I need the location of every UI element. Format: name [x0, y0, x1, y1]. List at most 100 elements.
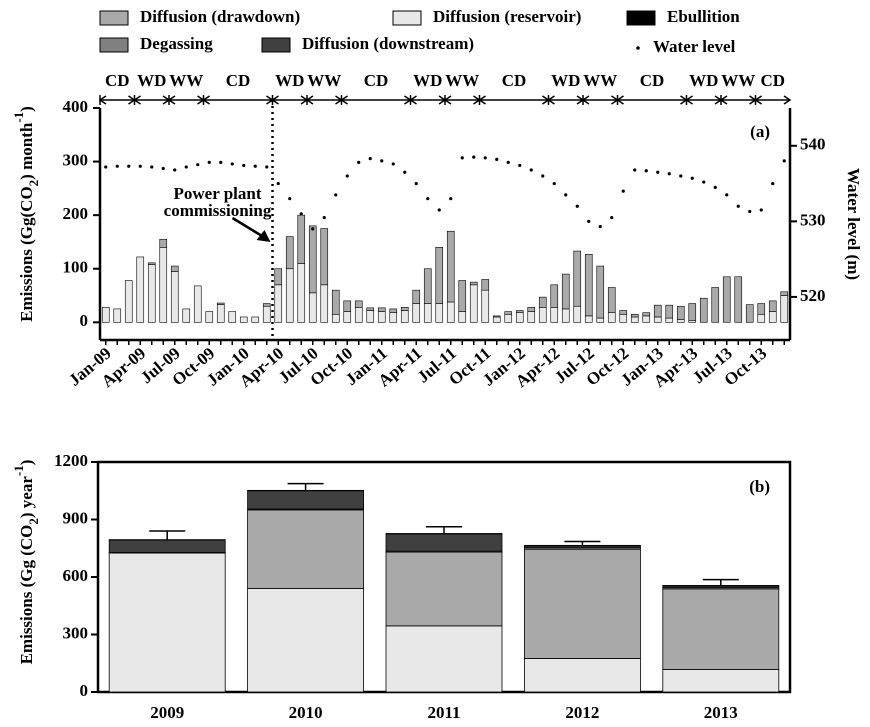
bar-segment	[481, 289, 490, 323]
period-label: WW	[445, 71, 479, 90]
legend-label: Degassing	[140, 34, 213, 53]
y-axis-label-part: )	[17, 106, 36, 112]
bar-segment	[768, 300, 777, 312]
bar-segment	[446, 301, 455, 323]
bar-segment	[297, 263, 306, 323]
bar-segment	[653, 316, 662, 323]
legend-swatch	[99, 37, 129, 53]
bar-segment	[159, 247, 168, 323]
y-axis-label-part: 2	[26, 518, 41, 525]
y-tick-label: 600	[63, 566, 89, 585]
bar-segment	[481, 279, 490, 291]
bar-segment	[366, 307, 375, 311]
bar-segment	[662, 588, 780, 670]
bar-segment	[734, 276, 743, 323]
water-level-dot	[644, 169, 648, 173]
period-label: CD	[105, 71, 130, 90]
bar-segment	[412, 303, 421, 323]
water-level-dot	[437, 208, 441, 212]
water-level-dot	[725, 193, 729, 197]
y-axis-label-part: Emissions (Gg (CO	[17, 525, 36, 665]
water-level-dot	[541, 174, 545, 178]
bar-segment	[745, 304, 754, 323]
error-bar	[702, 578, 739, 586]
bar-segment	[607, 287, 616, 313]
bar-segment	[108, 539, 226, 553]
y-axis-label-part: Emissions (Gg(CO	[17, 186, 36, 322]
water-level-dot	[529, 168, 533, 172]
bar-segment	[504, 311, 513, 315]
bar-segment	[228, 311, 237, 323]
bar-segment	[524, 658, 641, 693]
y-tick-label: 0	[80, 681, 89, 700]
legend-label: Water level	[653, 37, 736, 56]
y-axis-label-part: 2	[26, 180, 41, 187]
bar-segment	[584, 253, 593, 317]
bar-segment	[205, 311, 214, 323]
annotation-arrowhead	[256, 230, 271, 242]
bar-segment	[343, 300, 352, 312]
bar-segment	[757, 303, 766, 315]
bar-segment	[389, 308, 398, 313]
bar-segment	[524, 548, 641, 659]
bar-segment	[308, 292, 317, 323]
y-axis-label-part: ) year	[17, 476, 36, 518]
bar-segment	[619, 310, 628, 315]
water-level-dot	[242, 163, 246, 168]
bar-segment	[676, 305, 685, 320]
water-level-dot	[759, 208, 763, 212]
bar-segment	[366, 310, 375, 323]
legend-swatch	[392, 10, 422, 26]
error-bar	[426, 526, 462, 534]
bar-segment	[538, 296, 547, 308]
bar-segment	[193, 285, 202, 323]
water-level-dot	[552, 181, 556, 186]
bar-segment	[320, 284, 329, 323]
water-level-dot	[288, 197, 292, 201]
bar-segment	[412, 289, 421, 304]
bar-segment	[385, 551, 503, 627]
bar-segment	[274, 284, 283, 323]
y-tick-label: 0	[80, 311, 89, 330]
water-level-dot	[368, 157, 372, 161]
bar-segment	[458, 280, 467, 312]
water-level-dot	[265, 165, 269, 169]
period-label: WW	[169, 71, 203, 90]
y-axis-label-part: -1	[11, 465, 26, 476]
error-bar	[564, 540, 601, 546]
y-axis-label-part: ) month	[17, 122, 36, 180]
bar-segment	[385, 625, 503, 693]
bar-segment	[147, 264, 156, 323]
water-level-dot	[610, 215, 614, 220]
bar-segment	[550, 307, 559, 323]
period-label: WW	[583, 71, 617, 90]
y-tick-label: 900	[63, 508, 89, 527]
bar-segment	[113, 308, 122, 323]
bar-segment	[469, 284, 478, 323]
water-level-dot	[150, 165, 154, 169]
bar-segment	[354, 307, 363, 323]
bar-segment	[458, 311, 467, 323]
water-level-dot	[736, 204, 740, 208]
bar-segment	[262, 305, 271, 323]
bar-segment	[320, 228, 329, 286]
water-level-dot	[334, 193, 338, 197]
bar-segment	[665, 304, 674, 319]
bar-segment	[285, 236, 294, 270]
bar-segment	[757, 313, 766, 323]
bar-segment	[607, 312, 616, 323]
period-label: WW	[307, 71, 341, 90]
bar-segment	[584, 315, 593, 323]
legend-label: Diffusion (downstream)	[302, 34, 474, 53]
bar-segment	[642, 312, 651, 317]
legend-swatch	[626, 10, 656, 26]
period-label: CD	[640, 71, 665, 90]
period-label: CD	[760, 71, 785, 90]
error-bar	[149, 530, 186, 540]
period-label: CD	[364, 71, 389, 90]
water-level-dot	[472, 155, 476, 159]
bar-segment	[182, 308, 191, 323]
bar-segment	[780, 295, 789, 323]
water-level-dot	[322, 215, 326, 220]
x-tick-label: 2012	[565, 703, 599, 722]
